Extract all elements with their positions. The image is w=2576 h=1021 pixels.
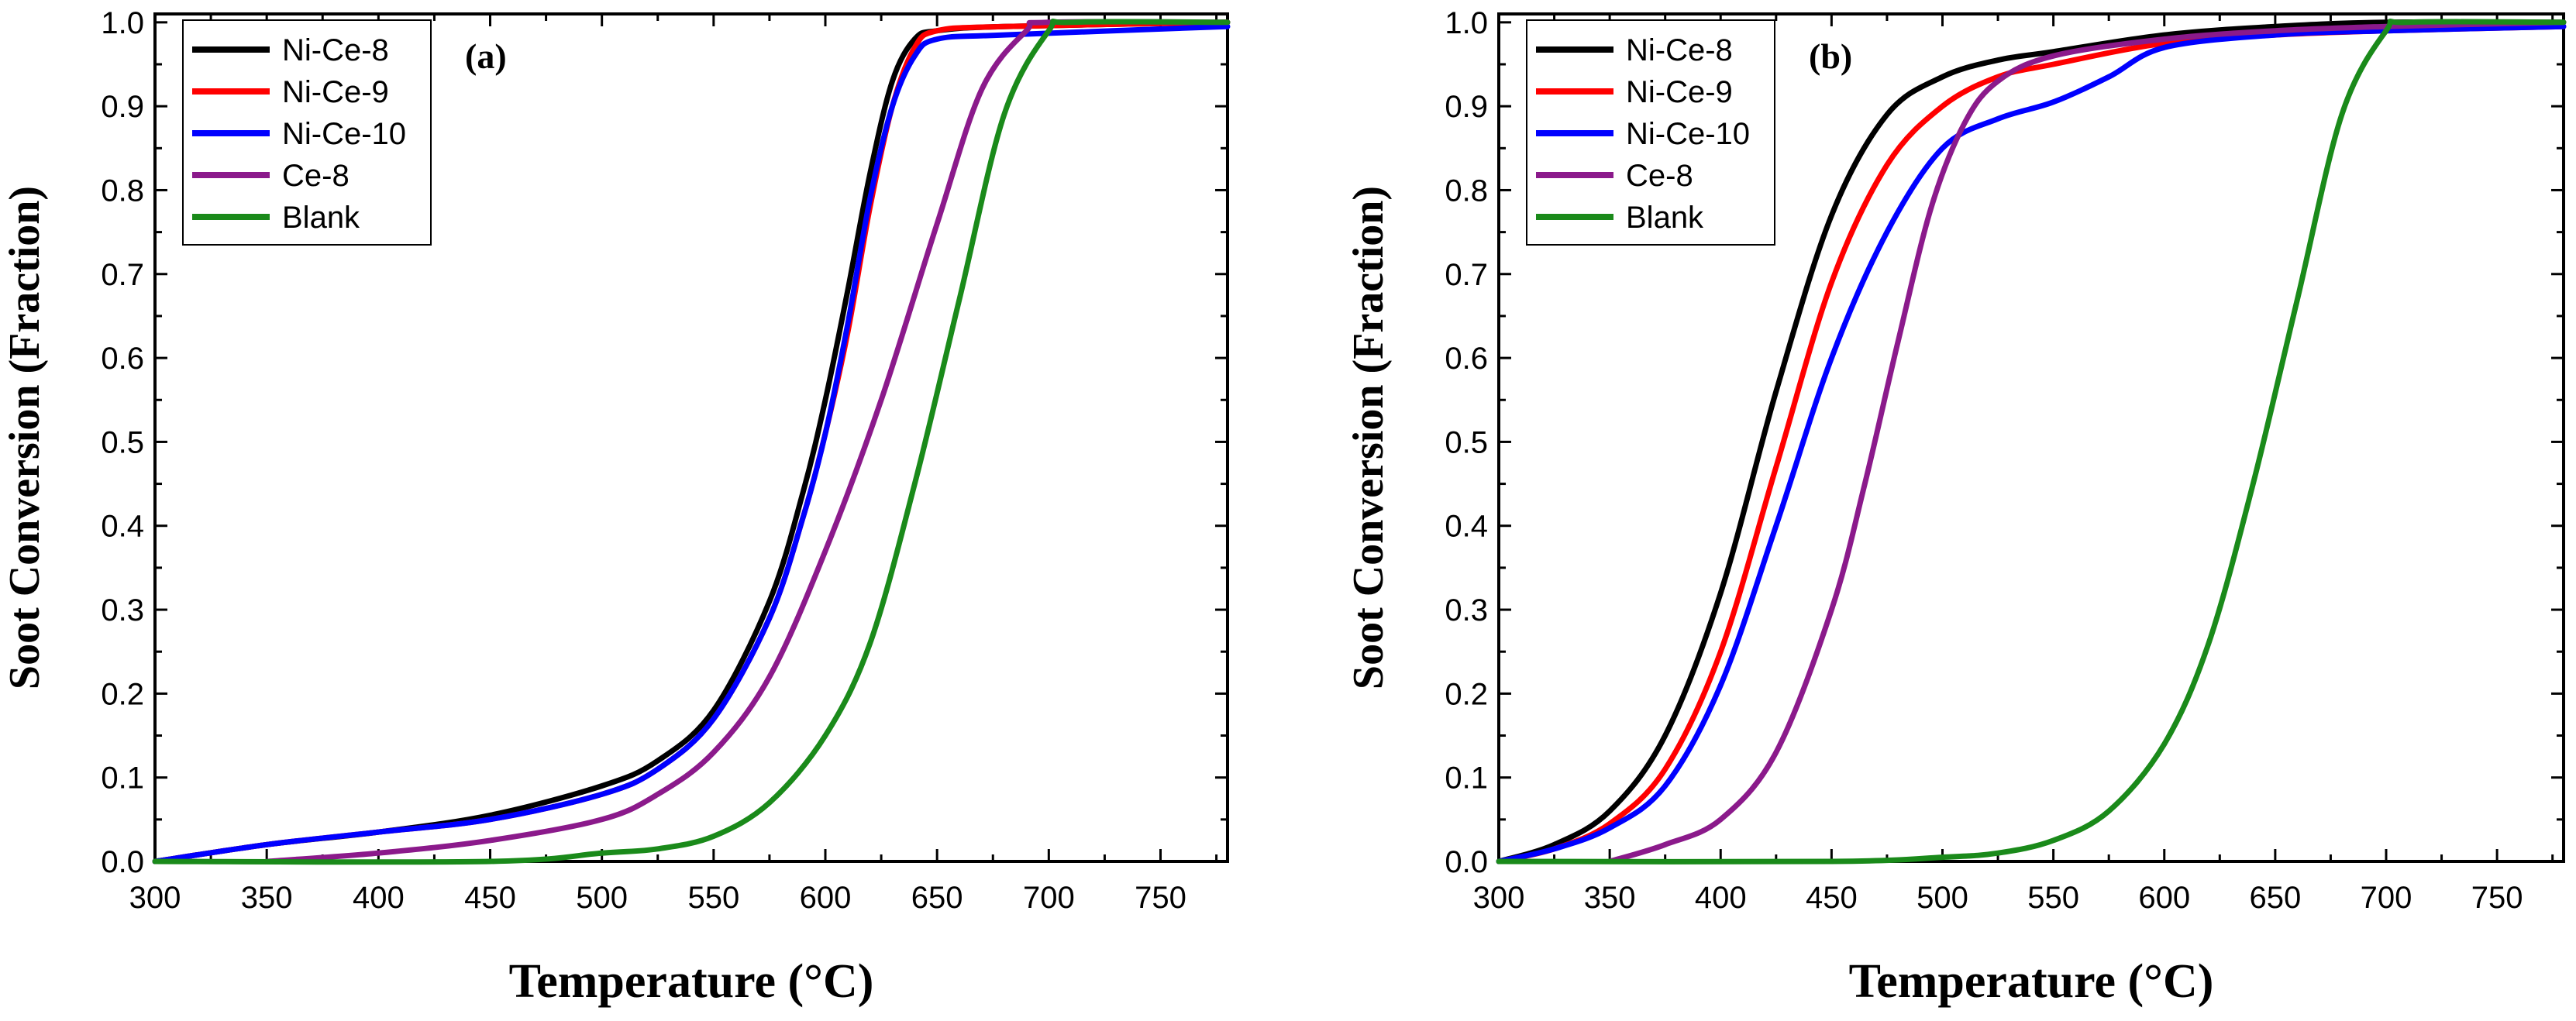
x-tick-label: 600 xyxy=(800,881,852,915)
y-tick-label: 0.8 xyxy=(101,174,144,208)
legend-label: Ni-Ce-8 xyxy=(282,33,389,67)
plot-frame xyxy=(1497,12,2565,863)
y-tick-label: 1.0 xyxy=(1445,6,1488,40)
x-tick-label: 650 xyxy=(2250,881,2302,915)
x-tick-label: 550 xyxy=(687,881,739,915)
y-tick-label: 0.2 xyxy=(1445,677,1488,711)
x-tick-label: 300 xyxy=(129,881,181,915)
legend-label: Ni-Ce-9 xyxy=(1626,75,1733,109)
legend: Ni-Ce-8 Ni-Ce-9 Ni-Ce-10 Ce-8 Blank xyxy=(182,19,432,246)
series-lines xyxy=(152,18,1231,865)
y-tick-label: 0.5 xyxy=(101,425,144,459)
series-line-ni-ce-8 xyxy=(1496,19,2567,865)
y-axis-title: Soot Conversion (Fraction) xyxy=(1,186,49,689)
y-axis-title: Soot Conversion (Fraction) xyxy=(1345,186,1393,689)
y-tick-label: 1.0 xyxy=(101,6,144,40)
x-tick-label: 700 xyxy=(1023,881,1075,915)
x-tick-label: 300 xyxy=(1473,881,1525,915)
x-tick-label: 750 xyxy=(2471,881,2523,915)
y-tick-label: 0.0 xyxy=(101,845,144,879)
legend-label: Ni-Ce-10 xyxy=(282,117,406,151)
y-tick-label: 0.5 xyxy=(1445,425,1488,459)
y-tick-label: 0.9 xyxy=(1445,90,1488,124)
x-axis-title: Temperature (°C) xyxy=(509,955,874,1008)
panel-label: (b) xyxy=(1809,36,1852,76)
y-tick-label: 0.6 xyxy=(101,342,144,376)
series-line-ni-ce-10 xyxy=(1496,23,2567,865)
series-line-ce-8 xyxy=(1607,19,2567,865)
panel-a: 300 350 400 450 500 550 600 650 700 750 0.0 0.1 0.2 0… xyxy=(1,6,1231,1008)
x-tick-label: 550 xyxy=(2027,881,2079,915)
legend-label: Ce-8 xyxy=(1626,159,1693,193)
y-tick-label: 0.1 xyxy=(1445,761,1488,796)
legend-label: Blank xyxy=(282,201,360,235)
y-tick-label: 0.3 xyxy=(101,593,144,627)
x-axis-title: Temperature (°C) xyxy=(1849,955,2214,1008)
axis-ticks: 300 350 400 450 500 550 600 650 700 750 0.0 0.1 0.2 0… xyxy=(1445,6,2564,915)
y-tick-label: 0.7 xyxy=(101,258,144,292)
y-tick-label: 0.6 xyxy=(1445,342,1488,376)
y-tick-label: 0.1 xyxy=(101,761,144,796)
y-tick-label: 0.3 xyxy=(1445,593,1488,627)
x-tick-label: 400 xyxy=(1695,881,1747,915)
legend-label: Ni-Ce-9 xyxy=(282,75,389,109)
legend-label: Ni-Ce-8 xyxy=(1626,33,1733,67)
x-tick-label: 750 xyxy=(1135,881,1186,915)
x-tick-label: 350 xyxy=(1584,881,1636,915)
x-tick-label: 700 xyxy=(2361,881,2412,915)
x-tick-label: 650 xyxy=(911,881,963,915)
panel-b: 300 350 400 450 500 550 600 650 700 750 0.0 0.1 0.2 0… xyxy=(1345,6,2567,1008)
legend-label: Blank xyxy=(1626,201,1704,235)
x-tick-label: 600 xyxy=(2138,881,2190,915)
y-tick-label: 0.0 xyxy=(1445,845,1488,879)
x-tick-label: 350 xyxy=(241,881,293,915)
legend-label: Ni-Ce-10 xyxy=(1626,117,1750,151)
series-lines xyxy=(1496,18,2567,865)
series-line-blank xyxy=(152,18,1231,865)
x-tick-label: 450 xyxy=(1806,881,1858,915)
legend-label: Ce-8 xyxy=(282,159,350,193)
x-tick-label: 500 xyxy=(576,881,628,915)
plot-frame xyxy=(153,12,1229,863)
x-tick-label: 450 xyxy=(464,881,516,915)
y-tick-label: 0.4 xyxy=(1445,510,1488,544)
y-tick-label: 0.4 xyxy=(101,510,144,544)
y-tick-label: 0.9 xyxy=(101,90,144,124)
x-tick-label: 400 xyxy=(353,881,405,915)
panel-label: (a) xyxy=(465,36,507,76)
axis-ticks: 300 350 400 450 500 550 600 650 700 750 0.0 0.1 0.2 0… xyxy=(101,6,1228,915)
y-tick-label: 0.7 xyxy=(1445,258,1488,292)
y-tick-label: 0.2 xyxy=(101,677,144,711)
y-tick-label: 0.8 xyxy=(1445,174,1488,208)
series-line-ce-8 xyxy=(263,19,1231,865)
x-tick-label: 500 xyxy=(1917,881,1968,915)
series-line-blank xyxy=(1496,18,2567,865)
series-line-ni-ce-10 xyxy=(152,23,1231,865)
legend: Ni-Ce-8 Ni-Ce-9 Ni-Ce-10 Ce-8 Blank xyxy=(1526,19,1775,246)
